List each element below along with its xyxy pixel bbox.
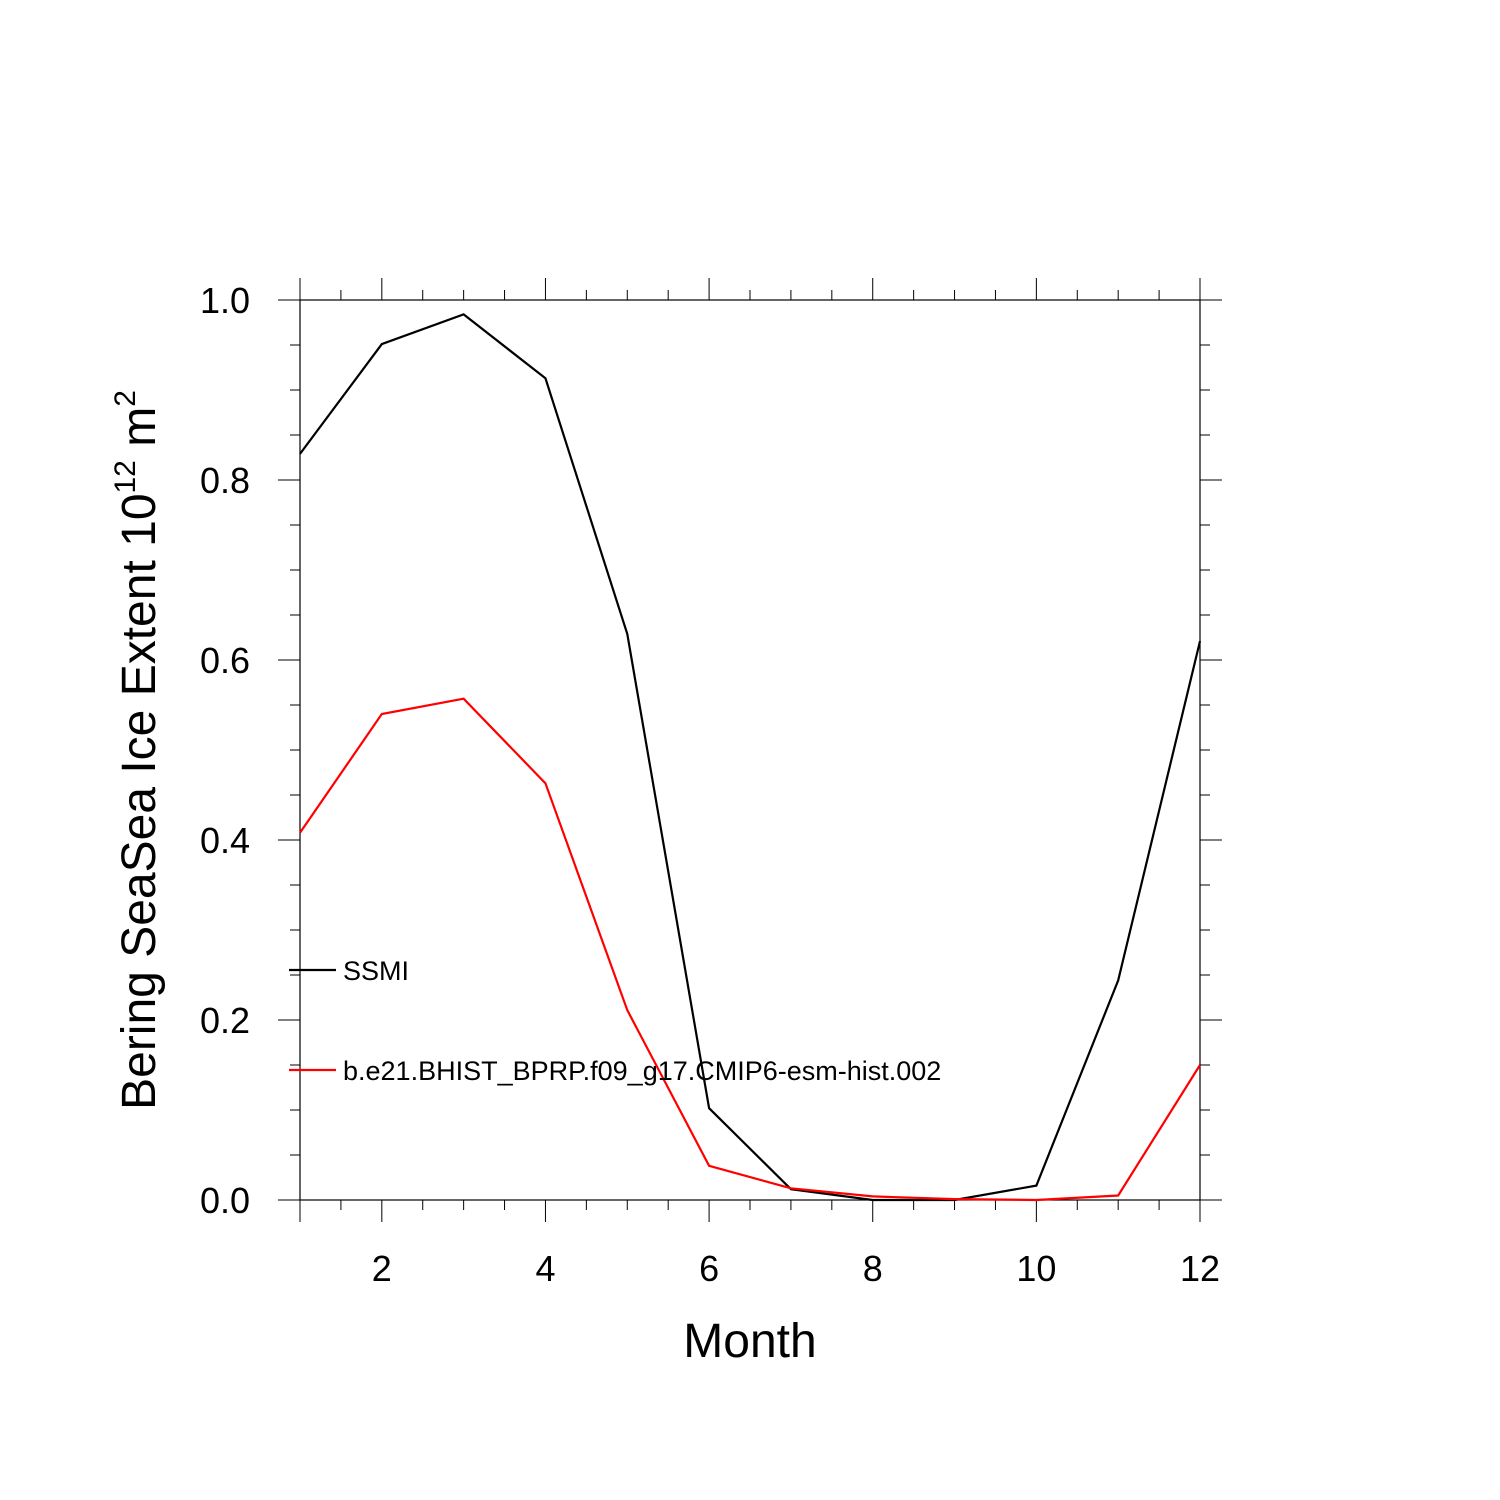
x-tick-label: 4	[535, 1248, 555, 1289]
x-tick-label: 10	[1016, 1248, 1056, 1289]
y-tick-label: 0.2	[200, 1000, 250, 1041]
x-tick-label: 2	[372, 1248, 392, 1289]
x-tick-label: 8	[863, 1248, 883, 1289]
y-tick-label: 0.0	[200, 1180, 250, 1221]
y-tick-label: 1.0	[200, 280, 250, 321]
x-tick-label: 12	[1180, 1248, 1220, 1289]
y-tick-label: 0.4	[200, 820, 250, 861]
tick-labels: 2 4 6 8 10 12 0.0 0.2 0.4 0.6 0.8 1.0	[200, 280, 1220, 1289]
x-axis-title: Month	[683, 1315, 816, 1368]
plot-frame	[299, 299, 1201, 1201]
series-lines	[299, 313, 1202, 1202]
y-tick-label: 0.8	[200, 460, 250, 501]
axis-ticks	[278, 278, 1222, 1222]
y-axis-title: Bering SeaSea Ice Extent 1012 m2	[109, 390, 166, 1110]
legend-label-1: b.e21.BHIST_BPRP.f09_g17.CMIP6-esm-hist.…	[343, 1056, 941, 1086]
x-tick-label: 6	[699, 1248, 719, 1289]
legend: SSMI b.e21.BHIST_BPRP.f09_g17.CMIP6-esm-h…	[289, 956, 941, 1086]
series-line-0	[299, 313, 1202, 1202]
y-tick-label: 0.6	[200, 640, 250, 681]
legend-label-0: SSMI	[343, 956, 409, 986]
series-line-1	[299, 697, 1201, 1202]
